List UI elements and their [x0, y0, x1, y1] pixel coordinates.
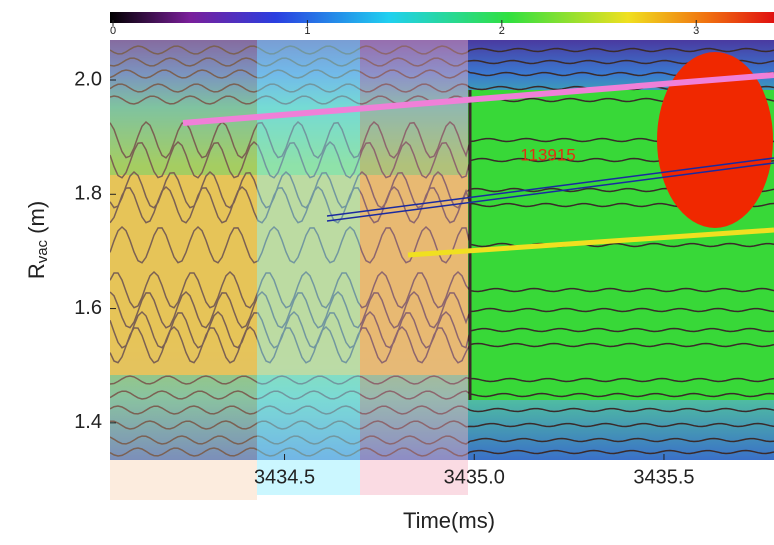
- contour-line: [110, 270, 774, 309]
- annotation: 113915: [520, 145, 575, 164]
- contour-line: [110, 390, 774, 400]
- y-tick-label: 1.4: [74, 411, 102, 433]
- y-label-unit: (m): [24, 201, 49, 234]
- contour-line: [110, 57, 774, 67]
- contour-line: [110, 170, 774, 209]
- contour-line: [110, 83, 774, 93]
- y-label-sub: vac: [34, 239, 51, 263]
- overlay-line: [326, 157, 774, 217]
- colorbar: [110, 12, 774, 23]
- contour-line: [110, 405, 774, 415]
- colorbar-tick-label: 0: [110, 25, 116, 37]
- x-axis-label: Time(ms): [403, 508, 495, 533]
- contour-line: [110, 447, 774, 457]
- contour-line: [110, 375, 774, 385]
- overlay-line: [182, 72, 774, 126]
- contour-line: [110, 435, 774, 445]
- red-ellipse: [657, 52, 773, 228]
- y-axis-label: Rvac (m): [24, 201, 51, 279]
- y-tick-label: 1.6: [74, 297, 102, 319]
- overlay-line: [326, 162, 774, 222]
- contour-line: [110, 420, 774, 430]
- y-tick-label: 1.8: [74, 183, 102, 205]
- shade-region: [360, 40, 468, 495]
- x-tick-label: 3435.5: [633, 466, 694, 488]
- y-label-base: R: [24, 263, 49, 279]
- y-tick-label: 2.0: [74, 68, 102, 90]
- contour-line: [110, 69, 774, 79]
- overlay-line: [407, 227, 774, 258]
- contour-line: [110, 325, 774, 364]
- contour-line: [110, 225, 774, 264]
- x-tick-label: 3434.5: [254, 466, 315, 488]
- contour-line: [110, 45, 774, 55]
- colorbar-tick-label: 2: [499, 25, 505, 37]
- contour-line: [110, 290, 774, 329]
- shade-region: [110, 40, 257, 500]
- contour-line: [110, 310, 774, 349]
- colorbar-tick-label: 1: [304, 25, 310, 37]
- colorbar-tick-label: 3: [693, 25, 699, 37]
- x-tick-label: 3435.0: [444, 466, 505, 488]
